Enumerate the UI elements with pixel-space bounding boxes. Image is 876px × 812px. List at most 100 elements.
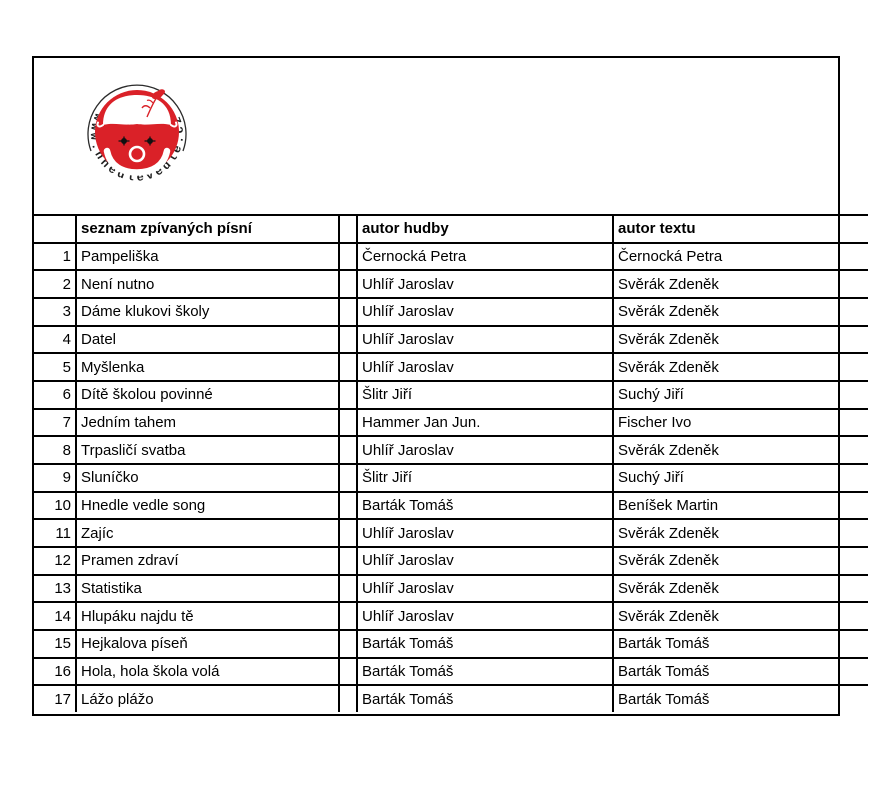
table-row: 5 Myšlenka Uhlíř Jaroslav Svěrák Zdeněk — [34, 352, 868, 382]
music-author-cell: Uhlíř Jaroslav — [356, 573, 614, 604]
row-number: 1 — [34, 241, 77, 272]
music-author-cell: Uhlíř Jaroslav — [356, 296, 614, 327]
logo-area: www.hnedlevedle.cz — [34, 58, 838, 214]
header-song-list: seznam zpívaných písní — [75, 214, 340, 244]
song-cell: Zajíc — [75, 518, 340, 548]
gap-cell — [338, 296, 358, 327]
clown-eyes — [118, 136, 156, 146]
table-row: 12 Pramen zdraví Uhlíř Jaroslav Svěrák Z… — [34, 545, 868, 576]
header-number-cell — [34, 214, 77, 244]
music-author-cell: Uhlíř Jaroslav — [356, 435, 614, 465]
row-number: 2 — [34, 269, 77, 299]
header-gap-cell — [338, 214, 358, 244]
music-author-cell: Uhlíř Jaroslav — [356, 324, 614, 355]
song-cell: Hola, hola škola volá — [75, 656, 340, 687]
logo-outline-circle — [87, 84, 187, 152]
lyrics-author-cell: Černocká Petra — [612, 241, 868, 272]
table-row: 1 Pampeliška Černocká Petra Černocká Pet… — [34, 241, 868, 272]
header-music-author: autor hudby — [356, 214, 614, 244]
gap-cell — [338, 352, 358, 382]
song-cell: Není nutno — [75, 269, 340, 299]
lyrics-author-cell: Barták Tomáš — [612, 656, 868, 687]
table-row: 3 Dáme klukovi školy Uhlíř Jaroslav Svěr… — [34, 296, 868, 327]
clown-smile — [103, 147, 171, 176]
song-cell: Pampeliška — [75, 241, 340, 272]
music-author-cell: Barták Tomáš — [356, 628, 614, 659]
table-header-row: seznam zpívaných písní autor hudby autor… — [34, 214, 868, 244]
music-author-cell: Uhlíř Jaroslav — [356, 269, 614, 299]
song-cell: Hlupáku najdu tě — [75, 601, 340, 631]
row-number: 12 — [34, 545, 77, 576]
music-author-cell: Barták Tomáš — [356, 656, 614, 687]
table-row: 15 Hejkalova píseň Barták Tomáš Barták T… — [34, 628, 868, 659]
flower-icon — [151, 89, 166, 100]
row-number: 14 — [34, 601, 77, 631]
lyrics-author-cell: Svěrák Zdeněk — [612, 269, 868, 299]
music-author-cell: Černocká Petra — [356, 241, 614, 272]
gap-cell — [338, 435, 358, 465]
song-cell: Sluníčko — [75, 462, 340, 493]
gap-cell — [338, 545, 358, 576]
table-row: 17 Lážo plážo Barták Tomáš Barták Tomáš — [34, 684, 868, 712]
row-number: 3 — [34, 296, 77, 327]
row-number: 5 — [34, 352, 77, 382]
lyrics-author-cell: Suchý Jiří — [612, 379, 868, 410]
row-number: 17 — [34, 684, 77, 712]
lyrics-author-cell: Suchý Jiří — [612, 462, 868, 493]
song-cell: Myšlenka — [75, 352, 340, 382]
lyrics-author-cell: Barták Tomáš — [612, 628, 868, 659]
music-author-cell: Šlitr Jiří — [356, 379, 614, 410]
sheet-frame: www.hnedlevedle.cz — [32, 56, 868, 716]
table-row: 14 Hlupáku najdu tě Uhlíř Jaroslav Svěrá… — [34, 601, 868, 631]
row-number: 13 — [34, 573, 77, 604]
lyrics-author-cell: Svěrák Zdeněk — [612, 435, 868, 465]
lyrics-author-cell: Svěrák Zdeněk — [612, 324, 868, 355]
song-cell: Trpasličí svatba — [75, 435, 340, 465]
table-row: 13 Statistika Uhlíř Jaroslav Svěrák Zden… — [34, 573, 868, 604]
gap-cell — [338, 407, 358, 438]
music-author-cell: Šlitr Jiří — [356, 462, 614, 493]
lyrics-author-cell: Svěrák Zdeněk — [612, 573, 868, 604]
song-cell: Dáme klukovi školy — [75, 296, 340, 327]
table-row: 11 Zajíc Uhlíř Jaroslav Svěrák Zdeněk — [34, 518, 868, 548]
row-number: 8 — [34, 435, 77, 465]
music-author-cell: Uhlíř Jaroslav — [356, 352, 614, 382]
song-cell: Statistika — [75, 573, 340, 604]
table-row: 7 Jedním tahem Hammer Jan Jun. Fischer I… — [34, 407, 868, 438]
lyrics-author-cell: Barták Tomáš — [612, 684, 868, 712]
lyrics-author-cell: Svěrák Zdeněk — [612, 601, 868, 631]
music-author-cell: Hammer Jan Jun. — [356, 407, 614, 438]
row-number: 11 — [34, 518, 77, 548]
row-number: 16 — [34, 656, 77, 687]
music-author-cell: Barták Tomáš — [356, 490, 614, 521]
lyrics-author-cell: Svěrák Zdeněk — [612, 545, 868, 576]
gap-cell — [338, 656, 358, 687]
clown-face-icon — [96, 89, 178, 176]
table-row: 16 Hola, hola škola volá Barták Tomáš Ba… — [34, 656, 868, 687]
hnedlevedle-logo: www.hnedlevedle.cz — [87, 84, 187, 185]
row-number: 9 — [34, 462, 77, 493]
music-author-cell: Uhlíř Jaroslav — [356, 518, 614, 548]
lyrics-author-cell: Svěrák Zdeněk — [612, 518, 868, 548]
gap-cell — [338, 573, 358, 604]
song-cell: Pramen zdraví — [75, 545, 340, 576]
gap-cell — [338, 324, 358, 355]
music-author-cell: Barták Tomáš — [356, 684, 614, 712]
gap-cell — [338, 518, 358, 548]
music-author-cell: Uhlíř Jaroslav — [356, 601, 614, 631]
gap-cell — [338, 379, 358, 410]
song-cell: Dítě školou povinné — [75, 379, 340, 410]
row-number: 15 — [34, 628, 77, 659]
music-author-cell: Uhlíř Jaroslav — [356, 545, 614, 576]
song-cell: Hnedle vedle song — [75, 490, 340, 521]
lyrics-author-cell: Svěrák Zdeněk — [612, 352, 868, 382]
row-number: 4 — [34, 324, 77, 355]
song-cell: Jedním tahem — [75, 407, 340, 438]
lyrics-author-cell: Svěrák Zdeněk — [612, 296, 868, 327]
songs-table: seznam zpívaných písní autor hudby autor… — [34, 214, 868, 712]
gap-cell — [338, 684, 358, 712]
row-number: 7 — [34, 407, 77, 438]
table-row: 10 Hnedle vedle song Barták Tomáš Beníše… — [34, 490, 868, 521]
clown-nose — [128, 145, 146, 163]
row-number: 6 — [34, 379, 77, 410]
